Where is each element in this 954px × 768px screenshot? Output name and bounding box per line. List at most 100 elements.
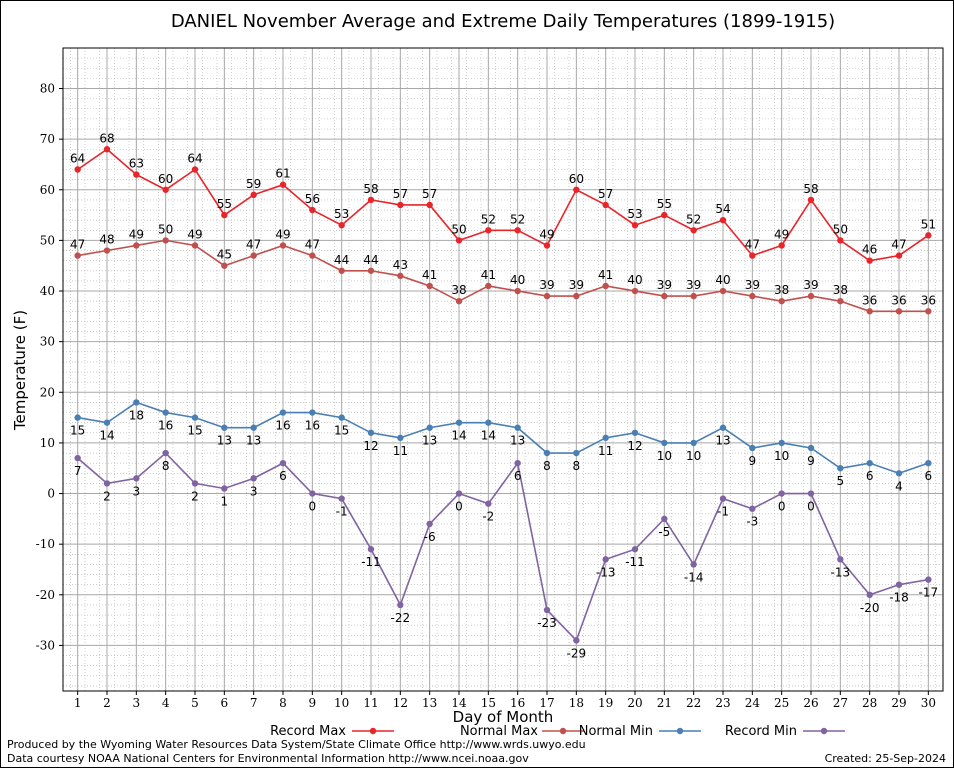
normal-min-point: [837, 465, 844, 472]
record-min-point: [719, 495, 727, 502]
record-max-data-label: 68: [99, 131, 114, 145]
record-max-data-label: 58: [803, 182, 818, 196]
normal-max-point: [426, 282, 433, 290]
legend: Record Max Normal Max Normal Min Record Min: [270, 724, 845, 739]
record-max-data-label: 58: [363, 182, 378, 196]
record-max-point: [895, 252, 903, 259]
record-max-point: [778, 242, 785, 249]
normal-min-point: [895, 470, 903, 477]
normal-max-data-label: 41: [422, 268, 437, 282]
record-max-data-label: 61: [275, 167, 290, 181]
normal-min-point: [719, 424, 727, 431]
record-min-point: [338, 495, 345, 502]
record-max-point: [309, 206, 316, 214]
x-tick-label: 26: [803, 696, 818, 710]
record-min-data-label: 6: [514, 469, 522, 483]
record-min-point: [866, 591, 873, 599]
normal-min-point: [74, 414, 81, 421]
normal-max-data-label: 39: [803, 278, 818, 292]
record-min-point: [925, 576, 932, 583]
record-max-data-label: 47: [745, 238, 760, 252]
normal-max-point: [749, 292, 756, 300]
normal-max-point: [162, 237, 169, 244]
record-min-data-label: 1: [221, 494, 229, 508]
normal-min-point: [925, 459, 932, 467]
x-tick-label: 10: [334, 696, 349, 710]
record-min-point: [367, 546, 375, 553]
normal-max-point: [397, 272, 404, 280]
y-tick-label: 30: [40, 335, 55, 349]
record-max-point: [74, 166, 81, 173]
record-max-data-label: 55: [657, 197, 672, 211]
x-tick-label: 29: [891, 696, 906, 710]
record-max-data-label: 50: [451, 222, 466, 236]
normal-min-point: [485, 419, 492, 426]
record-min-data-label: -20: [860, 601, 880, 615]
chart-title: DANIEL November Average and Extreme Dail…: [171, 11, 835, 32]
x-tick-label: 13: [422, 696, 437, 710]
record-max-data-label: 57: [598, 187, 613, 201]
normal-max-point: [925, 308, 932, 315]
normal-max-data-label: 44: [363, 253, 378, 267]
normal-max-data-label: 39: [657, 278, 672, 292]
record-min-data-label: -22: [391, 611, 411, 625]
record-min-data-label: 0: [455, 500, 463, 514]
record-max-point: [631, 222, 639, 229]
normal-max-line: [77, 239, 929, 313]
normal-max-point: [74, 252, 81, 259]
normal-min-data-label: 12: [363, 439, 378, 453]
normal-max-point: [866, 308, 873, 315]
normal-max-point: [367, 267, 375, 274]
record-max-data-label: 64: [187, 152, 202, 166]
record-min-data-label: 0: [807, 500, 815, 514]
legend-marker-normal-max: [559, 727, 567, 735]
normal-max-point: [250, 252, 257, 259]
normal-min-point: [133, 399, 140, 406]
record-max-point: [338, 222, 345, 229]
normal-max-data-label: 47: [305, 238, 320, 252]
normal-min-point: [191, 414, 199, 421]
record-min-point: [749, 505, 756, 512]
record-min-data-label: 3: [133, 484, 141, 498]
record-max-point: [690, 227, 697, 234]
normal-max-point: [514, 287, 521, 295]
x-tick-label: 17: [539, 696, 554, 710]
normal-max-data-label: 40: [715, 273, 730, 287]
legend-label-record-max: Record Max: [270, 724, 346, 739]
y-tick-label: 40: [40, 284, 55, 298]
record-max-data-label: 52: [510, 212, 525, 226]
normal-max-data-label: 50: [158, 222, 173, 236]
record-max-point: [514, 227, 521, 234]
normal-max-data-label: 38: [774, 283, 789, 297]
normal-max-point: [485, 282, 492, 290]
normal-max-point: [191, 242, 199, 249]
normal-min-point: [749, 444, 756, 452]
x-tick-label: 4: [162, 696, 170, 710]
normal-max-data-label: 44: [334, 253, 349, 267]
x-tick-label: 1: [74, 696, 82, 710]
normal-min-data-label: 8: [573, 459, 581, 473]
legend-marker-normal-min: [676, 727, 684, 735]
normal-max-data-label: 43: [393, 258, 408, 272]
y-tick-label: -20: [36, 588, 55, 602]
y-tick-label: 0: [47, 487, 55, 501]
record-max-data-label: 46: [862, 243, 877, 257]
record-min-point: [221, 485, 228, 492]
record-min-point: [133, 475, 140, 482]
credit-line-1: Produced by the Wyoming Water Resources …: [7, 738, 586, 751]
y-tick-label: 70: [40, 132, 55, 146]
normal-min-point: [661, 439, 668, 447]
record-max-point: [749, 252, 756, 259]
normal-max-data-label: 36: [921, 293, 936, 307]
record-min-point: [690, 561, 697, 568]
normal-max-point: [309, 252, 316, 259]
record-max-point: [162, 186, 169, 193]
normal-min-data-label: 13: [715, 434, 730, 448]
x-tick-label: 6: [221, 696, 229, 710]
normal-min-data-label: 13: [246, 434, 261, 448]
y-tick-label: 80: [40, 82, 55, 96]
normal-max-point: [807, 292, 815, 300]
record-max-point: [925, 232, 932, 239]
